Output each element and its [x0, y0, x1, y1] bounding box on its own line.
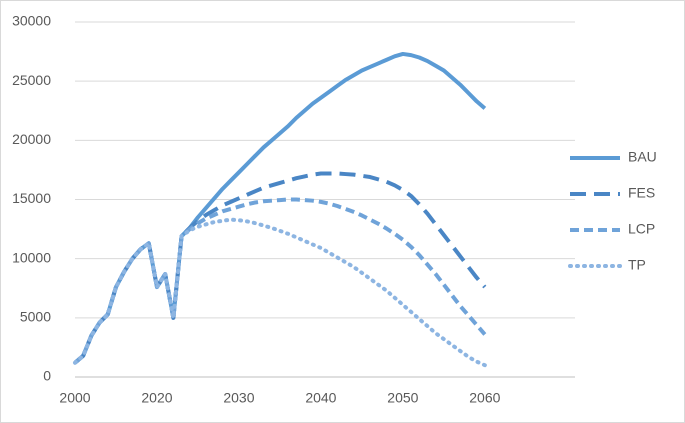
- y-tick-label: 0: [43, 368, 51, 384]
- x-tick-label: 2030: [223, 390, 254, 406]
- y-tick-label: 30000: [12, 13, 51, 29]
- x-tick-label: 2040: [305, 390, 336, 406]
- series-line: [73, 217, 487, 368]
- x-tick-label: 2060: [469, 390, 500, 406]
- legend-label: FES: [628, 185, 655, 201]
- y-tick-label: 10000: [12, 249, 51, 265]
- x-tick-label: 2050: [387, 390, 418, 406]
- series-line: [73, 51, 487, 365]
- legend-label: TP: [628, 257, 646, 273]
- legend-label: BAU: [628, 149, 657, 165]
- legend-label: LCP: [628, 221, 655, 237]
- series-line: [73, 197, 487, 365]
- y-tick-label: 5000: [20, 309, 51, 325]
- series-line: [73, 171, 487, 365]
- y-tick-label: 15000: [12, 190, 51, 206]
- x-tick-label: 2020: [141, 390, 172, 406]
- x-tick-label: 2000: [59, 390, 90, 406]
- y-tick-label: 20000: [12, 131, 51, 147]
- y-tick-label: 25000: [12, 72, 51, 88]
